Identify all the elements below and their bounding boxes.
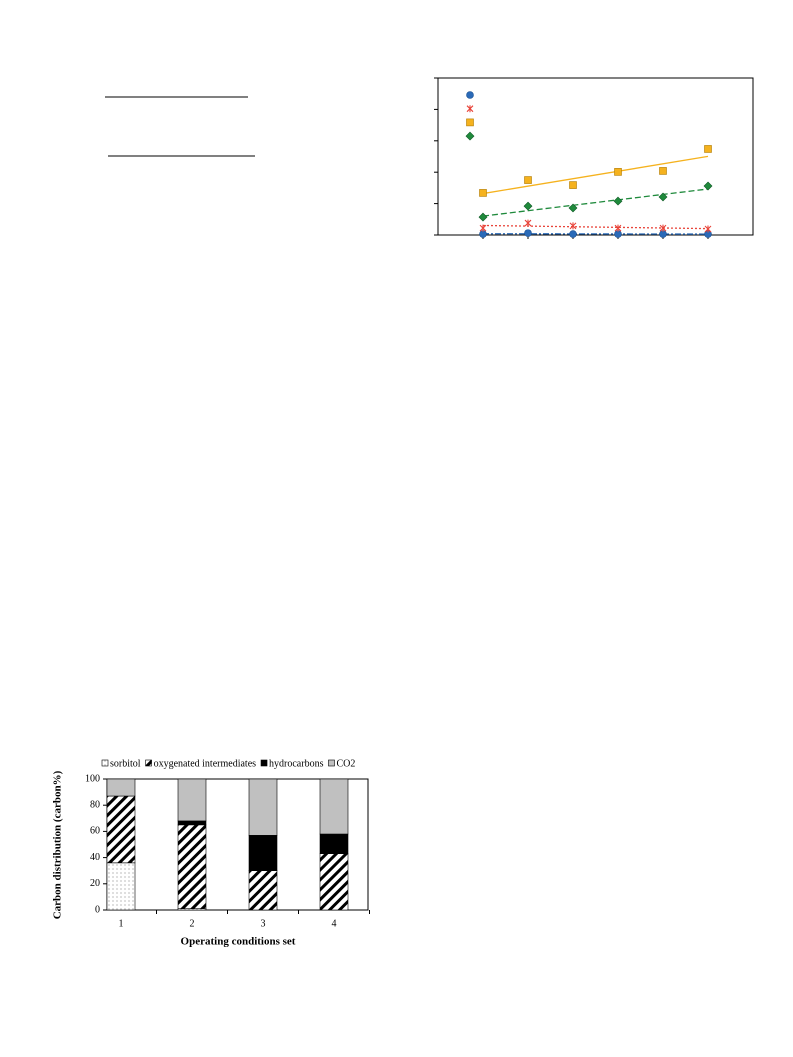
bar-segment: [319, 853, 349, 911]
marker: [466, 91, 474, 99]
marker: [659, 230, 667, 238]
bar-segment: [177, 824, 207, 909]
y-axis-label: Carbon distribution (carbon%): [52, 770, 64, 919]
bar-segment: [319, 778, 349, 835]
marker: [524, 219, 532, 227]
marker: [478, 212, 488, 222]
marker: [703, 181, 713, 191]
marker: [614, 168, 622, 176]
marker: [524, 229, 532, 237]
marker: [659, 167, 667, 175]
marker: [704, 145, 712, 153]
marker: [568, 203, 578, 213]
x-tick-label: 2: [190, 918, 195, 929]
x-tick-label: 4: [332, 918, 337, 929]
bar-segment: [319, 833, 349, 854]
bar-segment: [106, 862, 136, 911]
legend-swatch: [260, 759, 268, 767]
y-tick-label: 60: [90, 826, 100, 837]
y-tick-label: 80: [90, 799, 100, 810]
legend-label: oxygenated intermediates: [154, 758, 257, 769]
trend-line: [482, 188, 709, 217]
bar-segment: [248, 835, 278, 872]
marker: [523, 201, 533, 211]
bar-segment: [248, 870, 278, 911]
bar-segment: [248, 778, 278, 836]
x-tick-label: 1: [119, 918, 124, 929]
marker: [659, 224, 667, 232]
marker: [479, 224, 487, 232]
y-tick-label: 20: [90, 878, 100, 889]
marker: [658, 192, 668, 202]
legend-swatch: [328, 759, 335, 767]
y-tick-label: 40: [90, 852, 100, 863]
x-tick-label: 3: [261, 918, 266, 929]
marker: [524, 176, 532, 184]
y-tick-label: 100: [85, 773, 100, 784]
marker: [569, 181, 577, 189]
trend-line: [482, 224, 709, 230]
marker: [465, 131, 475, 141]
legend-label: sorbitol: [110, 758, 141, 769]
legend-label: CO2: [336, 758, 355, 769]
marker: [466, 105, 474, 113]
marker: [569, 222, 577, 230]
bar-segment: [177, 778, 207, 822]
marker: [613, 196, 623, 206]
x-axis-label: Operating conditions set: [181, 936, 296, 948]
trend-line: [482, 155, 709, 195]
legend-swatch: [101, 759, 109, 767]
bar-segment: [106, 778, 136, 797]
legend-label: hydrocarbons: [269, 758, 324, 769]
marker: [614, 230, 622, 238]
marker: [704, 225, 712, 233]
marker: [466, 118, 474, 127]
bar-segment: [177, 820, 207, 826]
legend-swatch: [145, 759, 152, 767]
y-tick-label: 0: [95, 904, 100, 915]
bar-segment: [106, 795, 136, 864]
marker: [614, 224, 622, 232]
marker: [479, 230, 487, 238]
marker: [479, 189, 487, 197]
plot-area: [437, 77, 754, 236]
marker: [569, 230, 577, 238]
